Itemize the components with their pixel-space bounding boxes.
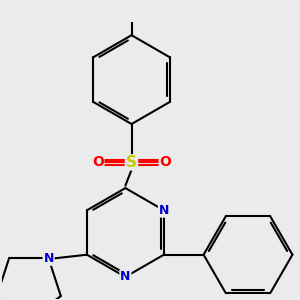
Text: S: S <box>126 155 137 170</box>
Text: N: N <box>44 252 54 265</box>
Text: N: N <box>159 204 169 217</box>
Text: N: N <box>120 270 130 284</box>
Text: O: O <box>92 155 104 170</box>
Text: O: O <box>159 155 171 170</box>
